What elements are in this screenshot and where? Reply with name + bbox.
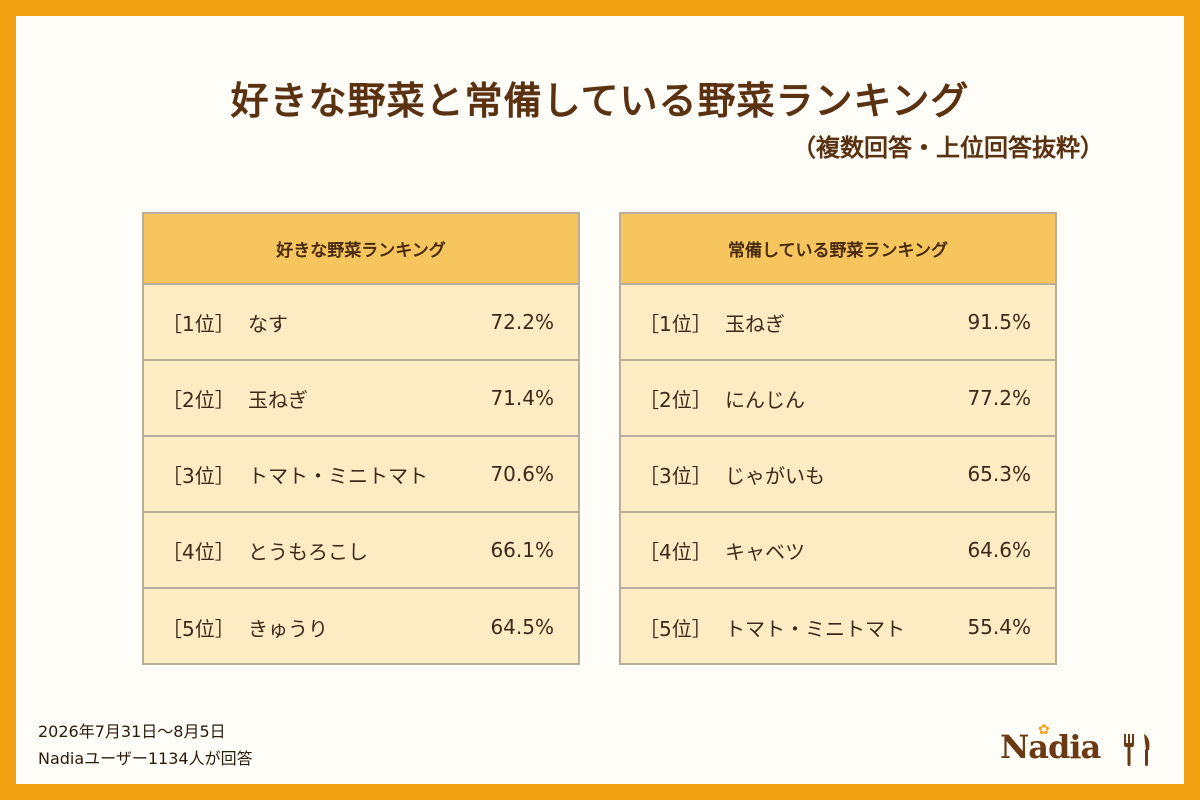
percentage: 64.5%: [490, 615, 554, 639]
survey-footnote: 2026年7月31日～8月5日 Nadiaユーザー1134人が回答: [38, 718, 253, 772]
percentage: 70.6%: [490, 462, 554, 486]
vegetable-name: きゅうり: [248, 616, 328, 641]
page-subtitle: （複数回答・上位回答抜粋）: [792, 134, 1104, 162]
logo-text: Nadia: [1000, 728, 1101, 766]
vegetable-name: にんじん: [725, 387, 805, 412]
knife-icon: [1144, 734, 1150, 766]
table-row: ［3位］ じゃがいも 65.3%: [621, 437, 1055, 513]
table-row: ［4位］ とうもろこし 66.1%: [144, 513, 578, 589]
table-header: 常備している野菜ランキング: [621, 214, 1055, 285]
page-title: 好きな野菜と常備している野菜ランキング: [230, 79, 970, 123]
rank-label: ［2位］: [639, 387, 712, 412]
percentage: 91.5%: [967, 310, 1031, 334]
percentage: 65.3%: [967, 462, 1031, 486]
rank-label: ［5位］: [639, 616, 712, 641]
rank-label: ［5位］: [162, 616, 235, 641]
vegetable-name: 玉ねぎ: [725, 311, 785, 336]
survey-respondents: Nadiaユーザー1134人が回答: [38, 749, 253, 768]
vegetable-name: じゃがいも: [725, 463, 825, 488]
table-row: ［2位］ にんじん 77.2%: [621, 361, 1055, 437]
rank-label: ［4位］: [162, 539, 235, 564]
table-row: ［5位］ トマト・ミニトマト 55.4%: [621, 589, 1055, 665]
percentage: 55.4%: [967, 615, 1031, 639]
nadia-logo: ✿ Nadia: [1000, 722, 1160, 778]
rank-label: ［2位］: [162, 387, 235, 412]
percentage: 72.2%: [490, 310, 554, 334]
percentage: 77.2%: [967, 386, 1031, 410]
percentage: 64.6%: [967, 538, 1031, 562]
vegetable-name: トマト・ミニトマト: [248, 463, 428, 488]
rank-label: ［3位］: [162, 463, 235, 488]
table-row: ［4位］ キャベツ 64.6%: [621, 513, 1055, 589]
table-row: ［1位］ なす 72.2%: [144, 285, 578, 361]
table-row: ［2位］ 玉ねぎ 71.4%: [144, 361, 578, 437]
vegetable-name: なす: [248, 311, 288, 336]
vegetable-name: とうもろこし: [248, 539, 368, 564]
rank-label: ［1位］: [639, 311, 712, 336]
table-row: ［5位］ きゅうり 64.5%: [144, 589, 578, 665]
survey-period: 2026年7月31日～8月5日: [38, 722, 226, 741]
flower-icon: ✿: [1038, 722, 1050, 738]
favorite-vegetables-table: 好きな野菜ランキング ［1位］ なす 72.2% ［2位］ 玉ねぎ 71.4% …: [142, 212, 580, 665]
rank-label: ［3位］: [639, 463, 712, 488]
vegetable-name: トマト・ミニトマト: [725, 616, 905, 641]
table-row: ［1位］ 玉ねぎ 91.5%: [621, 285, 1055, 361]
fork-icon: [1124, 734, 1134, 766]
vegetable-name: キャベツ: [725, 539, 805, 564]
rank-label: ［4位］: [639, 539, 712, 564]
utensils-icon: [1124, 734, 1150, 766]
table-row: ［3位］ トマト・ミニトマト 70.6%: [144, 437, 578, 513]
percentage: 71.4%: [490, 386, 554, 410]
percentage: 66.1%: [490, 538, 554, 562]
stocked-vegetables-table: 常備している野菜ランキング ［1位］ 玉ねぎ 91.5% ［2位］ にんじん 7…: [619, 212, 1057, 665]
table-header: 好きな野菜ランキング: [144, 214, 578, 285]
vegetable-name: 玉ねぎ: [248, 387, 308, 412]
rank-label: ［1位］: [162, 311, 235, 336]
